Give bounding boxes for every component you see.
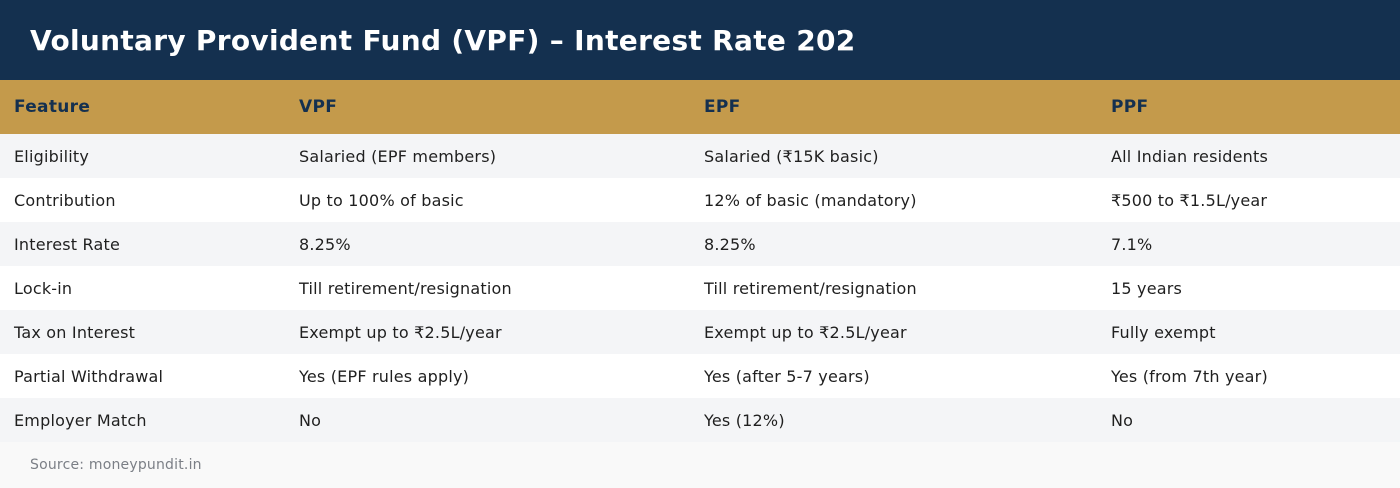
page-title: Voluntary Provident Fund (VPF) – Interes… <box>30 23 856 57</box>
table-cell: All Indian residents <box>1111 146 1269 166</box>
table-row: Contribution Up to 100% of basic 12% of … <box>0 178 1400 222</box>
table-cell: 12% of basic (mandatory) <box>704 190 917 210</box>
table-cell: 7.1% <box>1111 234 1153 254</box>
table-cell: Fully exempt <box>1111 322 1216 342</box>
table-row: Interest Rate 8.25% 8.25% 7.1% <box>0 222 1400 266</box>
table-cell: Yes (12%) <box>704 410 785 430</box>
table-cell: Exempt up to ₹2.5L/year <box>704 322 907 342</box>
table-cell: Salaried (₹15K basic) <box>704 146 879 166</box>
table-cell: Up to 100% of basic <box>299 190 464 210</box>
table-row: Employer Match No Yes (12%) No <box>0 398 1400 442</box>
table-cell: 8.25% <box>704 234 756 254</box>
table-cell: No <box>299 410 322 430</box>
table-cell: Yes (EPF rules apply) <box>299 366 470 386</box>
table-cell: Lock-in <box>14 278 73 298</box>
column-header-feature: Feature <box>14 97 91 117</box>
source-note: Source: moneypundit.in <box>0 442 1400 488</box>
table-cell: 15 years <box>1111 278 1183 298</box>
table-cell: ₹500 to ₹1.5L/year <box>1111 190 1268 210</box>
table-cell: Yes (from 7th year) <box>1111 366 1268 386</box>
table-cell: Salaried (EPF members) <box>299 146 497 166</box>
table-cell: Interest Rate <box>14 234 121 254</box>
table-row: Partial Withdrawal Yes (EPF rules apply)… <box>0 354 1400 398</box>
table-row: Eligibility Salaried (EPF members) Salar… <box>0 134 1400 178</box>
table-cell: Tax on Interest <box>14 322 136 342</box>
column-header-epf: EPF <box>704 97 741 117</box>
table-cell: No <box>1111 410 1134 430</box>
table-header-row: Feature VPF EPF PPF <box>0 80 1400 134</box>
table-cell: 8.25% <box>299 234 351 254</box>
title-bar: Voluntary Provident Fund (VPF) – Interes… <box>0 0 1400 80</box>
column-header-vpf: VPF <box>299 97 338 117</box>
table-cell: Employer Match <box>14 410 147 430</box>
table-cell: Till retirement/resignation <box>704 278 917 298</box>
table-row: Tax on Interest Exempt up to ₹2.5L/year … <box>0 310 1400 354</box>
table-cell: Eligibility <box>14 146 90 166</box>
table-row: Lock-in Till retirement/resignation Till… <box>0 266 1400 310</box>
table-cell: Yes (after 5-7 years) <box>704 366 870 386</box>
table-cell: Contribution <box>14 190 116 210</box>
table-cell: Exempt up to ₹2.5L/year <box>299 322 502 342</box>
comparison-table: Feature VPF EPF PPF Eligibility Salaried… <box>0 80 1400 442</box>
table-cell: Till retirement/resignation <box>299 278 512 298</box>
table-cell: Partial Withdrawal <box>14 366 164 386</box>
column-header-ppf: PPF <box>1111 97 1149 117</box>
